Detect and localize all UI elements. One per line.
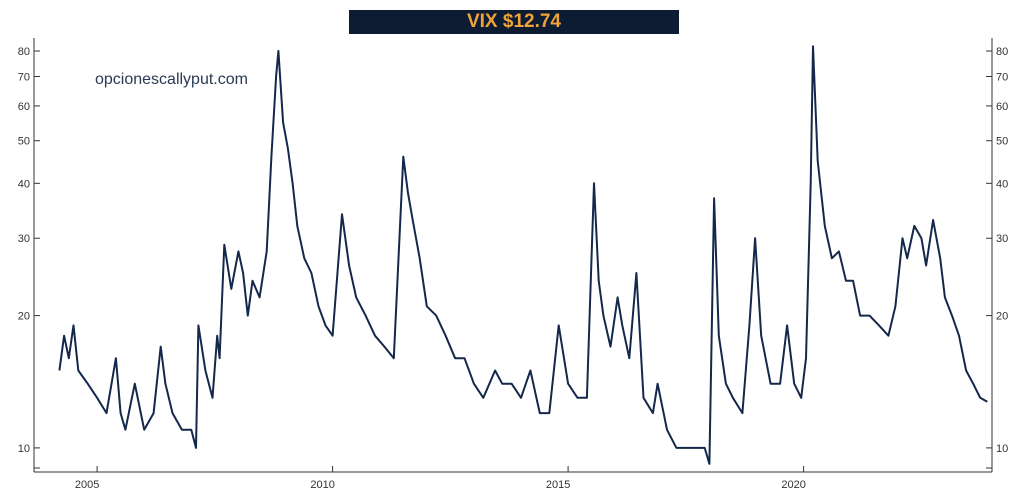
right-y-tick-label: 80	[996, 46, 1008, 58]
left-y-tick-label: 70	[18, 72, 30, 84]
x-tick-label: 2010	[310, 479, 334, 491]
chart-title: VIX $12.74	[349, 10, 679, 34]
left-y-tick-label: 80	[18, 46, 30, 58]
right-y-tick-label: 60	[996, 101, 1008, 113]
x-tick-label: 2015	[546, 479, 570, 491]
vix-series-line	[58, 45, 988, 465]
left-y-tick-label: 50	[18, 136, 30, 148]
right-y-tick-label: 20	[996, 311, 1008, 323]
right-y-axis: 10 20 30 40 50 60 70 80	[986, 38, 1008, 472]
x-tick-label: 2020	[781, 479, 805, 491]
x-tick-label: 2005	[75, 479, 99, 491]
right-y-tick-label: 30	[996, 233, 1008, 245]
right-y-tick-label: 10	[996, 443, 1008, 455]
right-y-tick-label: 40	[996, 178, 1008, 190]
left-y-axis: 10 20 30 40 50 60 70 80	[18, 38, 40, 472]
right-y-tick-label: 50	[996, 136, 1008, 148]
left-y-tick-label: 60	[18, 101, 30, 113]
left-y-tick-label: 30	[18, 233, 30, 245]
watermark-text: opcionescallyput.com	[95, 71, 248, 88]
left-y-tick-label: 10	[18, 443, 30, 455]
right-y-tick-label: 70	[996, 72, 1008, 84]
x-axis: 2005 2010 2015 2020	[34, 466, 992, 491]
left-y-tick-label: 40	[18, 178, 30, 190]
left-y-tick-label: 20	[18, 311, 30, 323]
